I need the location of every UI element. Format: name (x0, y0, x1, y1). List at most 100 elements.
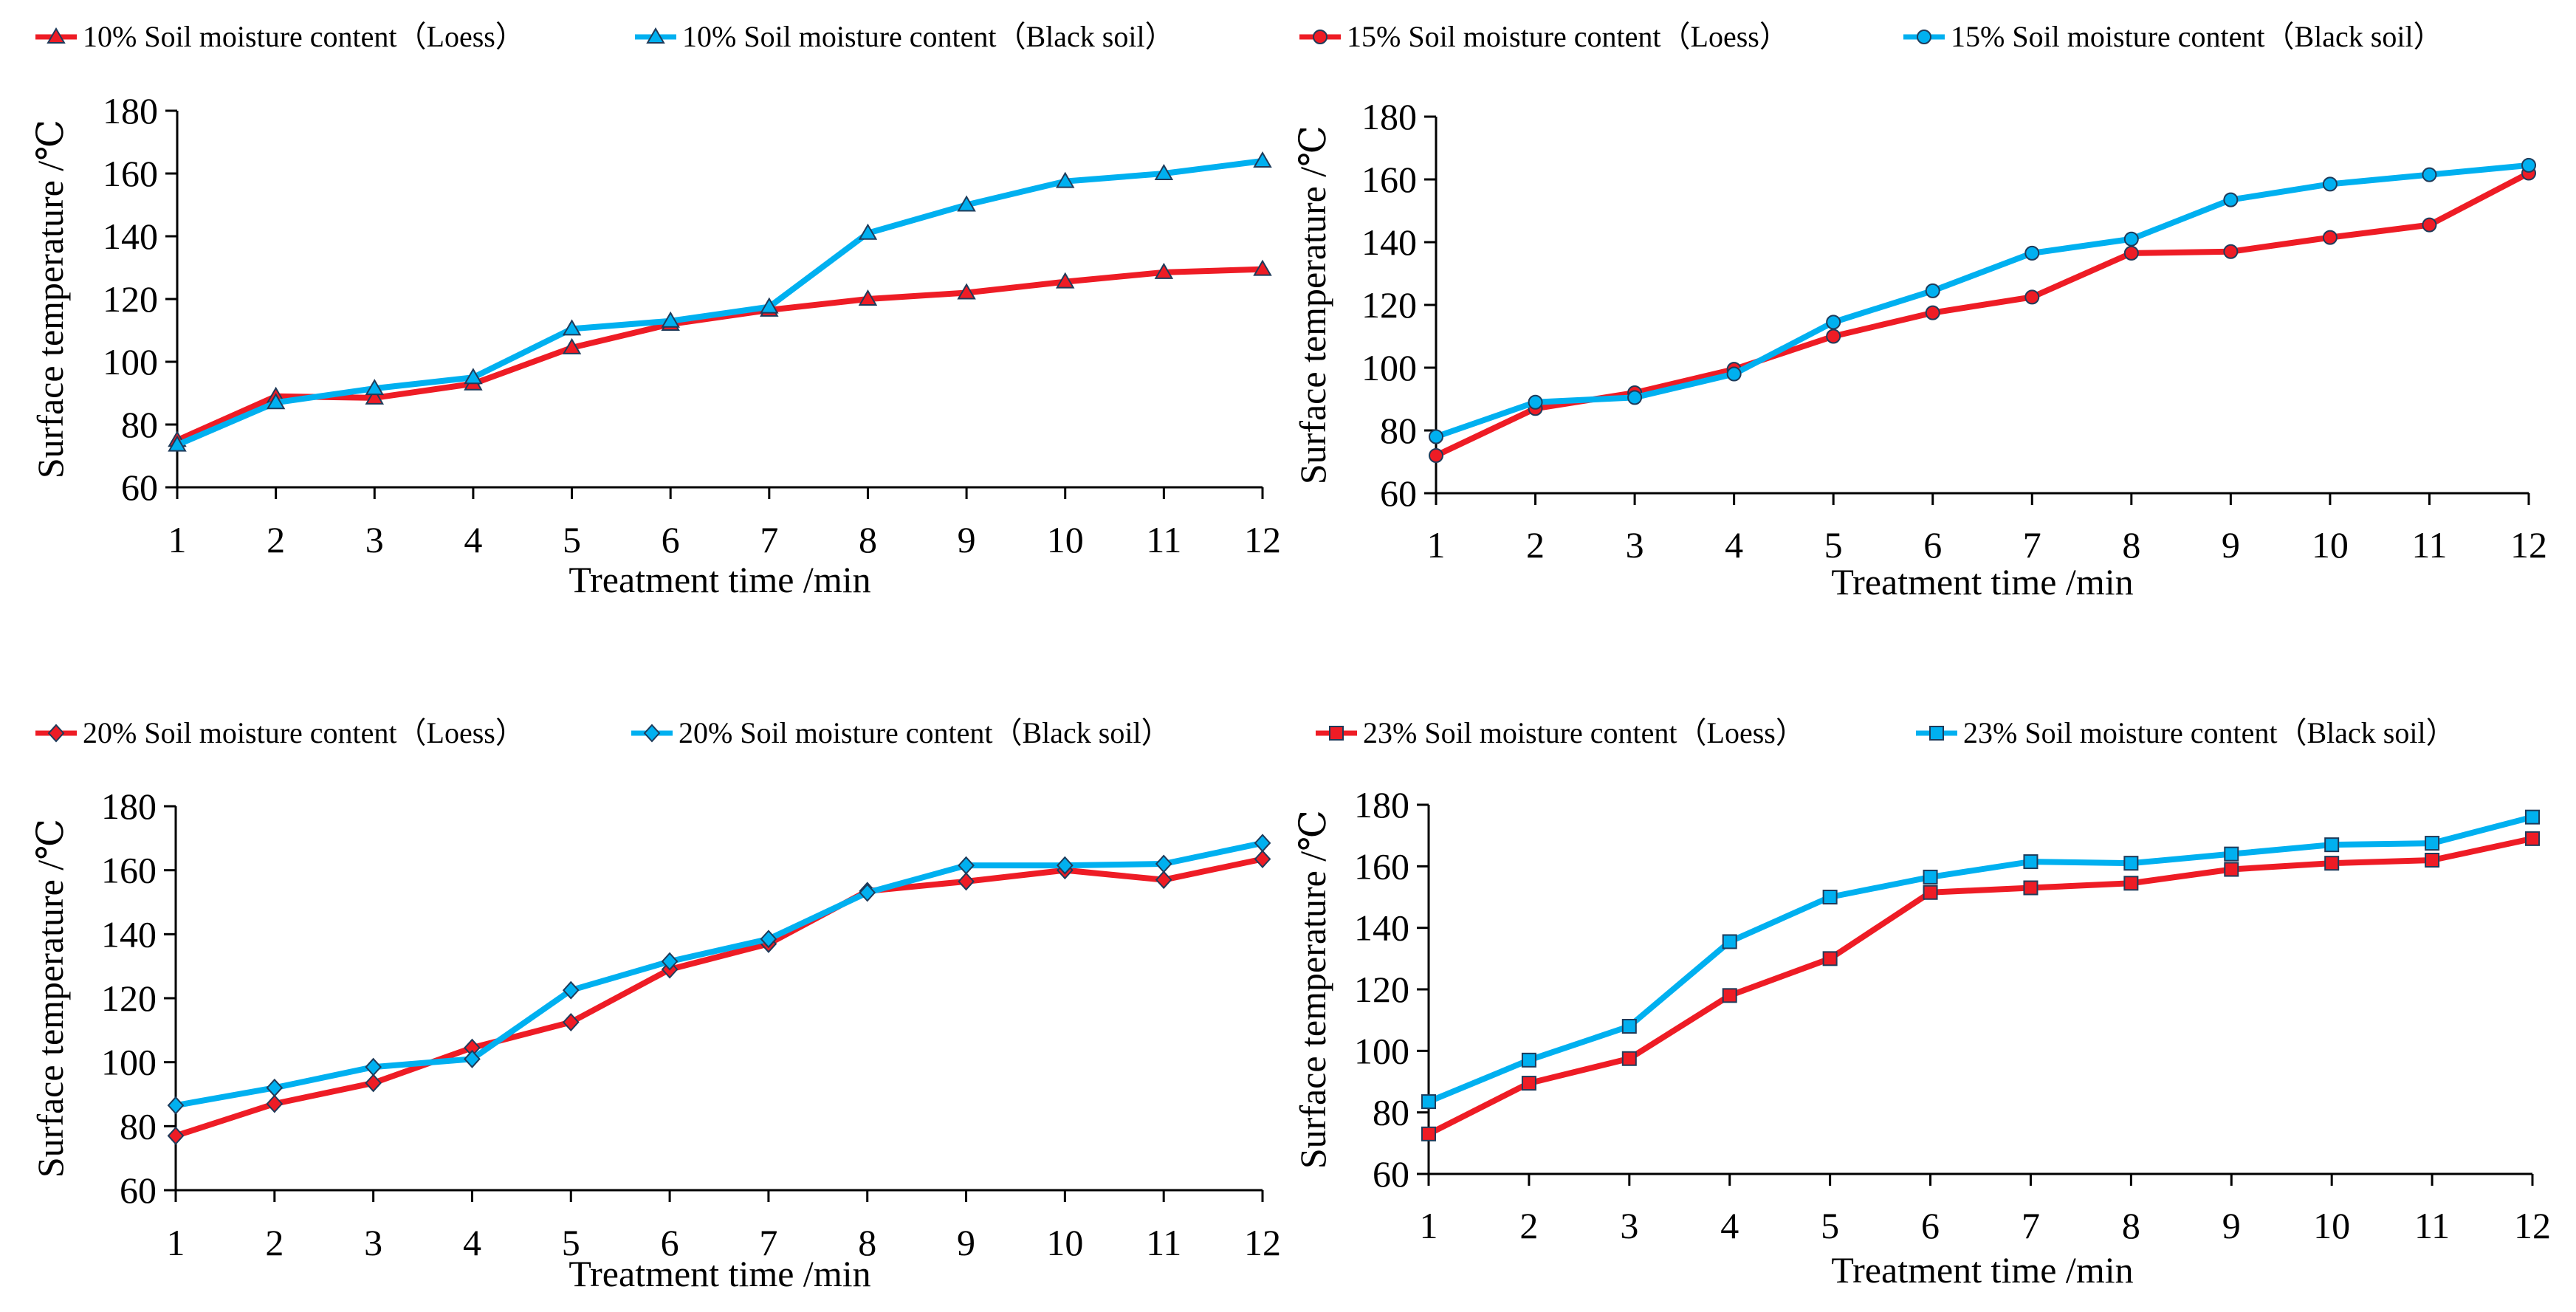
data-point (562, 1013, 580, 1031)
series-line (1433, 162, 2532, 440)
legend-label: 20% Soil moisture content（Loess） (83, 716, 525, 749)
y-tick-label: 100 (1361, 347, 1417, 388)
data-point (1055, 171, 1075, 188)
data-point (2322, 176, 2338, 192)
x-tick-label: 7 (760, 519, 778, 560)
x-tick-label: 8 (2122, 524, 2140, 566)
data-point (2322, 230, 2338, 245)
data-point (2123, 856, 2139, 871)
x-tick-label: 1 (167, 1222, 185, 1263)
y-tick-label: 160 (1361, 159, 1417, 200)
data-point (858, 289, 878, 306)
legend-label: 15% Soil moisture content（Black soil） (1951, 20, 2443, 53)
x-tick-label: 12 (1244, 519, 1281, 560)
data-point (2224, 846, 2239, 862)
data-point (661, 952, 679, 971)
data-point (1826, 315, 1841, 330)
x-tick-label: 11 (1146, 519, 1181, 560)
y-tick-label: 140 (1354, 907, 1409, 949)
x-tick-label: 5 (563, 519, 581, 560)
legend-label: 10% Soil moisture content（Loess） (83, 20, 525, 53)
x-tick-label: 2 (1519, 1205, 1538, 1246)
data-point (1154, 164, 1174, 180)
x-tick-label: 4 (464, 519, 482, 560)
x-tick-label: 10 (2312, 524, 2349, 566)
data-point (2525, 831, 2540, 846)
data-point (2224, 862, 2239, 877)
x-tick-label: 11 (2414, 1205, 2450, 1246)
data-point (760, 930, 777, 949)
data-point (2223, 244, 2239, 259)
legend-label: 20% Soil moisture content（Black soil） (679, 716, 1171, 749)
x-tick-label: 4 (1725, 524, 1743, 566)
data-point (1055, 272, 1075, 289)
data-point (661, 311, 680, 328)
series-loess (1429, 165, 2536, 463)
data-point (1923, 869, 1938, 885)
x-axis-title: Treatment time /min (1831, 561, 2133, 602)
y-axis-title: Surface temperature /℃ (1292, 126, 1333, 484)
x-tick-label: 6 (1921, 1205, 1940, 1246)
x-tick-label: 3 (364, 1222, 382, 1263)
data-point (1923, 885, 1938, 900)
x-tick-label: 5 (1824, 524, 1843, 566)
x-tick-label: 9 (2222, 524, 2240, 566)
legend-item: 10% Soil moisture content（Loess） (35, 20, 525, 53)
y-tick-label: 100 (101, 1042, 157, 1083)
x-tick-label: 7 (759, 1222, 777, 1263)
data-point (562, 319, 582, 336)
x-tick-label: 3 (1620, 1205, 1638, 1246)
data-point (2525, 809, 2540, 825)
legend-marker (47, 27, 66, 44)
data-point (1421, 1126, 1436, 1141)
x-tick-label: 1 (168, 519, 187, 560)
x-axis-title: Treatment time /min (1831, 1249, 2133, 1291)
y-tick-label: 140 (101, 913, 157, 955)
y-tick-label: 160 (101, 850, 157, 891)
data-point (266, 393, 286, 410)
data-point (1621, 1019, 1637, 1034)
legend-marker (1313, 30, 1328, 44)
data-point (562, 980, 580, 1000)
x-tick-label: 7 (2022, 1205, 2040, 1246)
data-point (1421, 1094, 1436, 1110)
data-point (2023, 880, 2039, 896)
data-point (266, 1094, 284, 1113)
data-point (1057, 856, 1074, 875)
y-tick-label: 180 (103, 90, 158, 131)
x-tick-label: 8 (859, 519, 877, 560)
x-tick-label: 12 (2510, 524, 2547, 566)
x-tick-label: 5 (562, 1222, 580, 1263)
y-tick-label: 80 (121, 404, 158, 445)
data-point (1521, 1052, 1536, 1068)
data-point (167, 1126, 185, 1145)
x-tick-label: 10 (2313, 1205, 2350, 1246)
data-point (760, 297, 779, 314)
data-point (957, 283, 976, 300)
data-point (2123, 245, 2139, 261)
y-tick-label: 160 (103, 153, 158, 194)
legend-marker (643, 724, 661, 743)
x-tick-label: 2 (1526, 524, 1545, 566)
data-point (958, 856, 975, 875)
legend-marker (646, 27, 665, 44)
data-point (2123, 876, 2139, 891)
data-point (562, 337, 582, 354)
data-point (1429, 448, 1443, 463)
y-tick-label: 100 (1354, 1030, 1409, 1071)
data-point (2223, 192, 2239, 207)
x-tick-label: 10 (1047, 519, 1084, 560)
data-point (958, 872, 975, 891)
x-axis-title: Treatment time /min (569, 559, 870, 600)
series-loess (1421, 831, 2540, 1141)
x-tick-label: 10 (1046, 1222, 1083, 1263)
x-axis-title: Treatment time /min (569, 1253, 870, 1294)
data-point (2324, 856, 2340, 871)
data-point (1822, 890, 1838, 904)
data-point (365, 1074, 382, 1093)
data-point (1826, 329, 1841, 344)
legend-label: 23% Soil moisture content（Loess） (1363, 716, 1805, 749)
series-loess (168, 259, 1272, 447)
